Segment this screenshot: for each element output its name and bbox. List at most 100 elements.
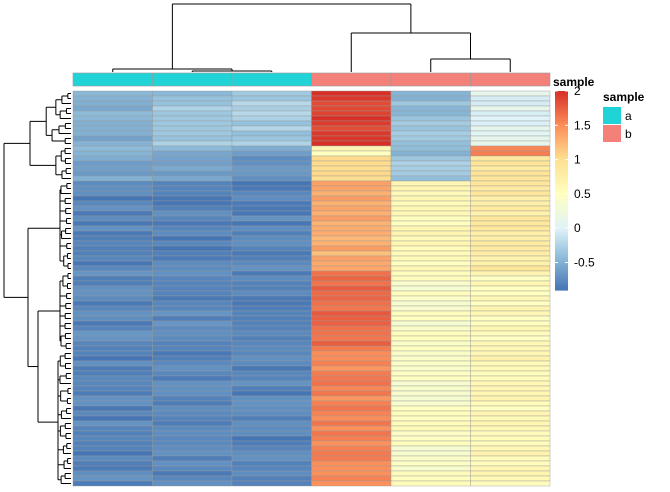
colorbar-segment — [555, 208, 568, 211]
colorbar-segment — [555, 243, 568, 246]
heatmap-cell — [231, 420, 312, 427]
heatmap-cell — [311, 430, 392, 437]
colorbar-segment — [555, 203, 568, 207]
heatmap-cell — [470, 240, 551, 247]
heatmap-cell — [72, 125, 153, 132]
heatmap-cell — [390, 465, 471, 472]
colorbar-segment — [555, 162, 568, 165]
heatmap-cell — [470, 305, 551, 312]
heatmap-cell — [390, 420, 471, 427]
heatmap-cell — [72, 410, 153, 417]
heatmap-cell — [152, 150, 233, 157]
heatmap-cell — [390, 450, 471, 457]
heatmap-cell — [152, 125, 233, 132]
heatmap-cell — [72, 430, 153, 437]
heatmap-cell — [470, 285, 551, 292]
heatmap-cell — [470, 160, 551, 167]
heatmap-cell — [470, 90, 551, 97]
heatmap-cell — [311, 255, 392, 262]
heatmap-cell — [390, 245, 471, 252]
heatmap-cell — [152, 375, 233, 382]
annotation-title: sample — [553, 75, 595, 89]
heatmap-cell — [72, 385, 153, 392]
heatmap-cell — [72, 425, 153, 432]
heatmap-cell — [390, 375, 471, 382]
heatmap-cell — [152, 345, 233, 352]
heatmap-cell — [72, 255, 153, 262]
heatmap-cell — [231, 360, 312, 367]
heatmap-cell — [311, 435, 392, 442]
heatmap-cell — [231, 350, 312, 357]
heatmap-cell — [390, 335, 471, 342]
colorbar-segment — [555, 218, 568, 221]
heatmap-cell — [470, 165, 551, 172]
heatmap-cell — [72, 420, 153, 427]
sample-legend: sample ab — [603, 90, 645, 142]
heatmap-cell — [231, 185, 312, 192]
colorbar-segment — [555, 168, 568, 172]
heatmap-cell — [470, 350, 551, 357]
heatmap-cell — [152, 420, 233, 427]
heatmap-cell — [470, 365, 551, 372]
heatmap-cell — [390, 330, 471, 337]
heatmap-cell — [390, 310, 471, 317]
heatmap-cell — [470, 290, 551, 297]
heatmap-cell — [470, 320, 551, 327]
heatmap-cell — [152, 270, 233, 277]
heatmap-cell — [390, 120, 471, 127]
heatmap-cell — [152, 340, 233, 347]
heatmap-cell — [470, 210, 551, 217]
heatmap-cell — [152, 380, 233, 387]
heatmap-cell — [152, 400, 233, 407]
colorbar-segment — [555, 261, 568, 265]
heatmap-cell — [311, 455, 392, 462]
heatmap-cell — [152, 145, 233, 152]
annotation-cell-b — [311, 72, 392, 87]
heatmap-cell — [72, 380, 153, 387]
colorbar-segment — [555, 110, 568, 114]
heatmap-cell — [470, 130, 551, 137]
heatmap-cell — [311, 275, 392, 282]
heatmap-cell — [311, 335, 392, 342]
colorbar-segment — [555, 202, 568, 205]
heatmap-cell — [390, 200, 471, 207]
heatmap-cell — [470, 295, 551, 302]
heatmap-cell — [390, 185, 471, 192]
heatmap-cell — [470, 450, 551, 457]
heatmap-cell — [311, 90, 392, 97]
heatmap-cell — [470, 430, 551, 437]
heatmap-cell — [311, 235, 392, 242]
heatmap-cell — [231, 255, 312, 262]
heatmap-cell — [72, 280, 153, 287]
heatmap-cell — [390, 390, 471, 397]
heatmap-cell — [470, 470, 551, 477]
heatmap-cell — [231, 130, 312, 137]
heatmap-cell — [72, 140, 153, 147]
heatmap-cell — [470, 310, 551, 317]
colorbar-segment — [555, 115, 568, 119]
heatmap-cell — [231, 375, 312, 382]
heatmap-cell — [390, 315, 471, 322]
heatmap-cell — [231, 405, 312, 412]
colorbar-segment — [555, 135, 568, 139]
heatmap-cell — [231, 170, 312, 177]
heatmap-cell — [311, 135, 392, 142]
colorbar-segment — [555, 222, 568, 225]
colorbar-segment — [555, 120, 568, 124]
heatmap-cell — [72, 315, 153, 322]
heatmap-cell — [152, 245, 233, 252]
heatmap-cell — [72, 360, 153, 367]
heatmap-cell — [231, 370, 312, 377]
colorbar-segment — [555, 178, 568, 182]
colorbar-segment — [555, 112, 568, 115]
heatmap-cell — [470, 135, 551, 142]
heatmap-cell — [390, 110, 471, 117]
heatmap-cell — [311, 225, 392, 232]
colorbar-segment — [555, 281, 568, 284]
heatmap-cell — [311, 290, 392, 297]
heatmap-cell — [470, 465, 551, 472]
heatmap-cell — [72, 195, 153, 202]
heatmap-cell — [231, 465, 312, 472]
colorbar-segment — [555, 213, 568, 216]
heatmap-cell — [390, 255, 471, 262]
